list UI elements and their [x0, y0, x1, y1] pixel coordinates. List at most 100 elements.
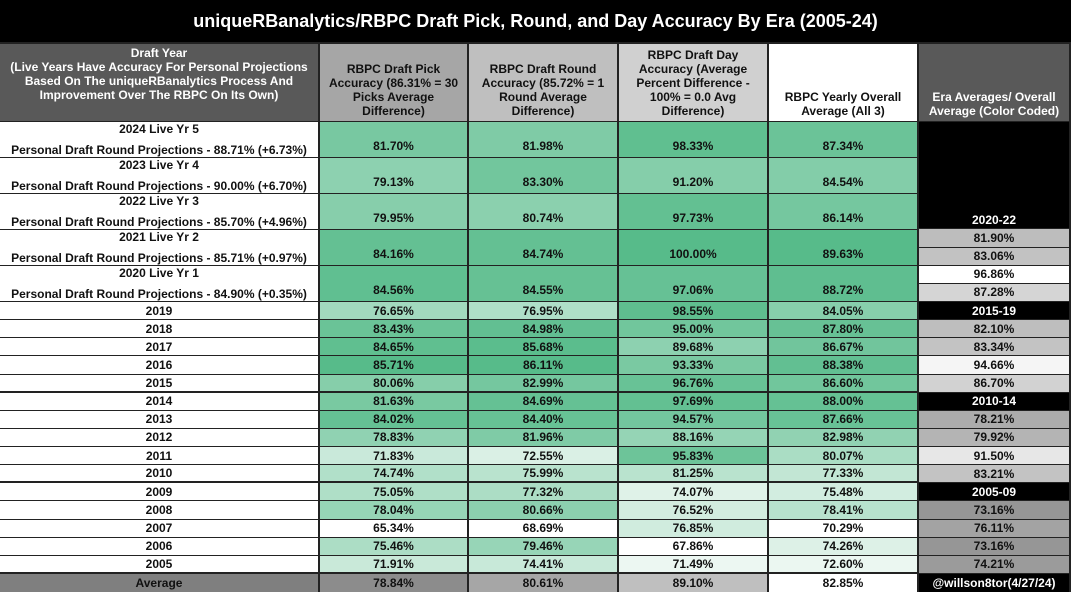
value-cell: 74.74%: [320, 465, 467, 482]
value-cell: 84.65%: [320, 338, 467, 356]
projection-note: Personal Draft Round Projections - 88.71…: [11, 143, 307, 157]
year-label: 2024 Live Yr 5: [119, 122, 199, 136]
value-cell: 70.29%: [769, 519, 917, 537]
value-cell: 88.72%: [769, 266, 917, 301]
value-cell: 77.33%: [769, 465, 917, 482]
value-cell: 86.60%: [769, 374, 917, 391]
projection-note: Personal Draft Round Projections - 85.71…: [11, 251, 307, 265]
era-blank: [919, 122, 1069, 212]
year-cell: 2017: [0, 338, 318, 356]
value-cell: 76.65%: [320, 302, 467, 320]
era-value: 74.21%: [919, 555, 1069, 573]
value-cell: 71.83%: [320, 447, 467, 465]
header-cell: Era Averages/ Overall Average (Color Cod…: [919, 44, 1069, 121]
value-cell: 80.66%: [469, 501, 617, 519]
value-cell: 82.98%: [769, 428, 917, 447]
value-cell: 79.46%: [469, 537, 617, 555]
era-value: 83.34%: [919, 338, 1069, 356]
era-label: 2010-14: [919, 392, 1069, 410]
value-cell: 76.52%: [619, 501, 767, 519]
value-cell: 68.69%: [469, 519, 617, 537]
value-cell: 74.26%: [769, 537, 917, 555]
year-cell: 2005: [0, 555, 318, 572]
year-cell: 2007: [0, 519, 318, 537]
value-cell: 67.86%: [619, 537, 767, 555]
year-cell: 2011: [0, 447, 318, 465]
value-cell: 81.25%: [619, 465, 767, 482]
era-value: 81.90%: [919, 229, 1069, 247]
value-cell: 96.76%: [619, 374, 767, 391]
value-cell: 88.38%: [769, 356, 917, 374]
value-cell: 85.71%: [320, 356, 467, 374]
era-label: 2015-19: [919, 302, 1069, 320]
era-value: 78.21%: [919, 410, 1069, 428]
value-cell: 76.85%: [619, 519, 767, 537]
value-cell: 75.48%: [769, 483, 917, 501]
value-cell: 83.43%: [320, 320, 467, 338]
year-cell: 2023 Live Yr 4 Personal Draft Round Proje…: [0, 158, 318, 193]
value-cell: 84.98%: [469, 320, 617, 338]
year-cell: 2010: [0, 465, 318, 482]
value-cell: 79.13%: [320, 158, 467, 193]
year-label: 2023 Live Yr 4: [119, 158, 199, 172]
value-cell: 84.55%: [469, 266, 617, 301]
value-cell: 89.63%: [769, 230, 917, 265]
year-cell: 2015: [0, 374, 318, 391]
value-cell: 86.11%: [469, 356, 617, 374]
era-value: 73.16%: [919, 537, 1069, 555]
value-cell: 78.04%: [320, 501, 467, 519]
year-cell: 2022 Live Yr 3 Personal Draft Round Proje…: [0, 194, 318, 229]
value-cell: 84.16%: [320, 230, 467, 265]
projection-note: Personal Draft Round Projections - 84.90…: [11, 287, 307, 301]
value-cell: 82.99%: [469, 374, 617, 391]
value-cell: 91.20%: [619, 158, 767, 193]
average-value: 89.10%: [619, 574, 767, 592]
header-cell: RBPC Draft Day Accuracy (Average Percent…: [619, 44, 767, 121]
value-cell: 84.54%: [769, 158, 917, 193]
era-value: 82.10%: [919, 320, 1069, 338]
value-cell: 75.46%: [320, 537, 467, 555]
year-label: 2020 Live Yr 1: [119, 266, 199, 280]
value-cell: 65.34%: [320, 519, 467, 537]
value-cell: 95.83%: [619, 447, 767, 465]
era-value: 96.86%: [919, 265, 1069, 283]
value-cell: 71.91%: [320, 555, 467, 572]
projection-note: Personal Draft Round Projections - 85.70…: [11, 215, 307, 229]
value-cell: 83.30%: [469, 158, 617, 193]
value-cell: 78.83%: [320, 428, 467, 447]
title: uniqueRBanalytics/RBPC Draft Pick, Round…: [0, 0, 1071, 42]
era-value: 73.16%: [919, 501, 1069, 519]
value-cell: 80.07%: [769, 447, 917, 465]
year-cell: 2012: [0, 428, 318, 447]
average-value: 80.61%: [469, 574, 617, 592]
value-cell: 97.06%: [619, 266, 767, 301]
value-cell: 88.00%: [769, 392, 917, 410]
era-value: 83.06%: [919, 247, 1069, 265]
value-cell: 84.74%: [469, 230, 617, 265]
year-label: 2022 Live Yr 3: [119, 194, 199, 208]
value-cell: 87.34%: [769, 122, 917, 157]
era-value: 86.70%: [919, 374, 1069, 392]
value-cell: 78.41%: [769, 501, 917, 519]
value-cell: 81.98%: [469, 122, 617, 157]
average-label: Average: [0, 574, 318, 592]
value-cell: 84.05%: [769, 302, 917, 320]
header-cell: Draft Year (Live Years Have Accuracy For…: [0, 44, 318, 121]
value-cell: 71.49%: [619, 555, 767, 572]
value-cell: 81.70%: [320, 122, 467, 157]
header-cell: RBPC Draft Pick Accuracy (86.31% = 30 Pi…: [320, 44, 467, 121]
year-cell: 2018: [0, 320, 318, 338]
era-value: 87.28%: [919, 283, 1069, 301]
era-value: 91.50%: [919, 447, 1069, 465]
value-cell: 72.55%: [469, 447, 617, 465]
value-cell: 72.60%: [769, 555, 917, 572]
value-cell: 87.66%: [769, 410, 917, 428]
year-cell: 2016: [0, 356, 318, 374]
value-cell: 74.07%: [619, 483, 767, 501]
value-cell: 79.95%: [320, 194, 467, 229]
value-cell: 76.95%: [469, 302, 617, 320]
value-cell: 77.32%: [469, 483, 617, 501]
value-cell: 97.73%: [619, 194, 767, 229]
year-label: 2021 Live Yr 2: [119, 230, 199, 244]
